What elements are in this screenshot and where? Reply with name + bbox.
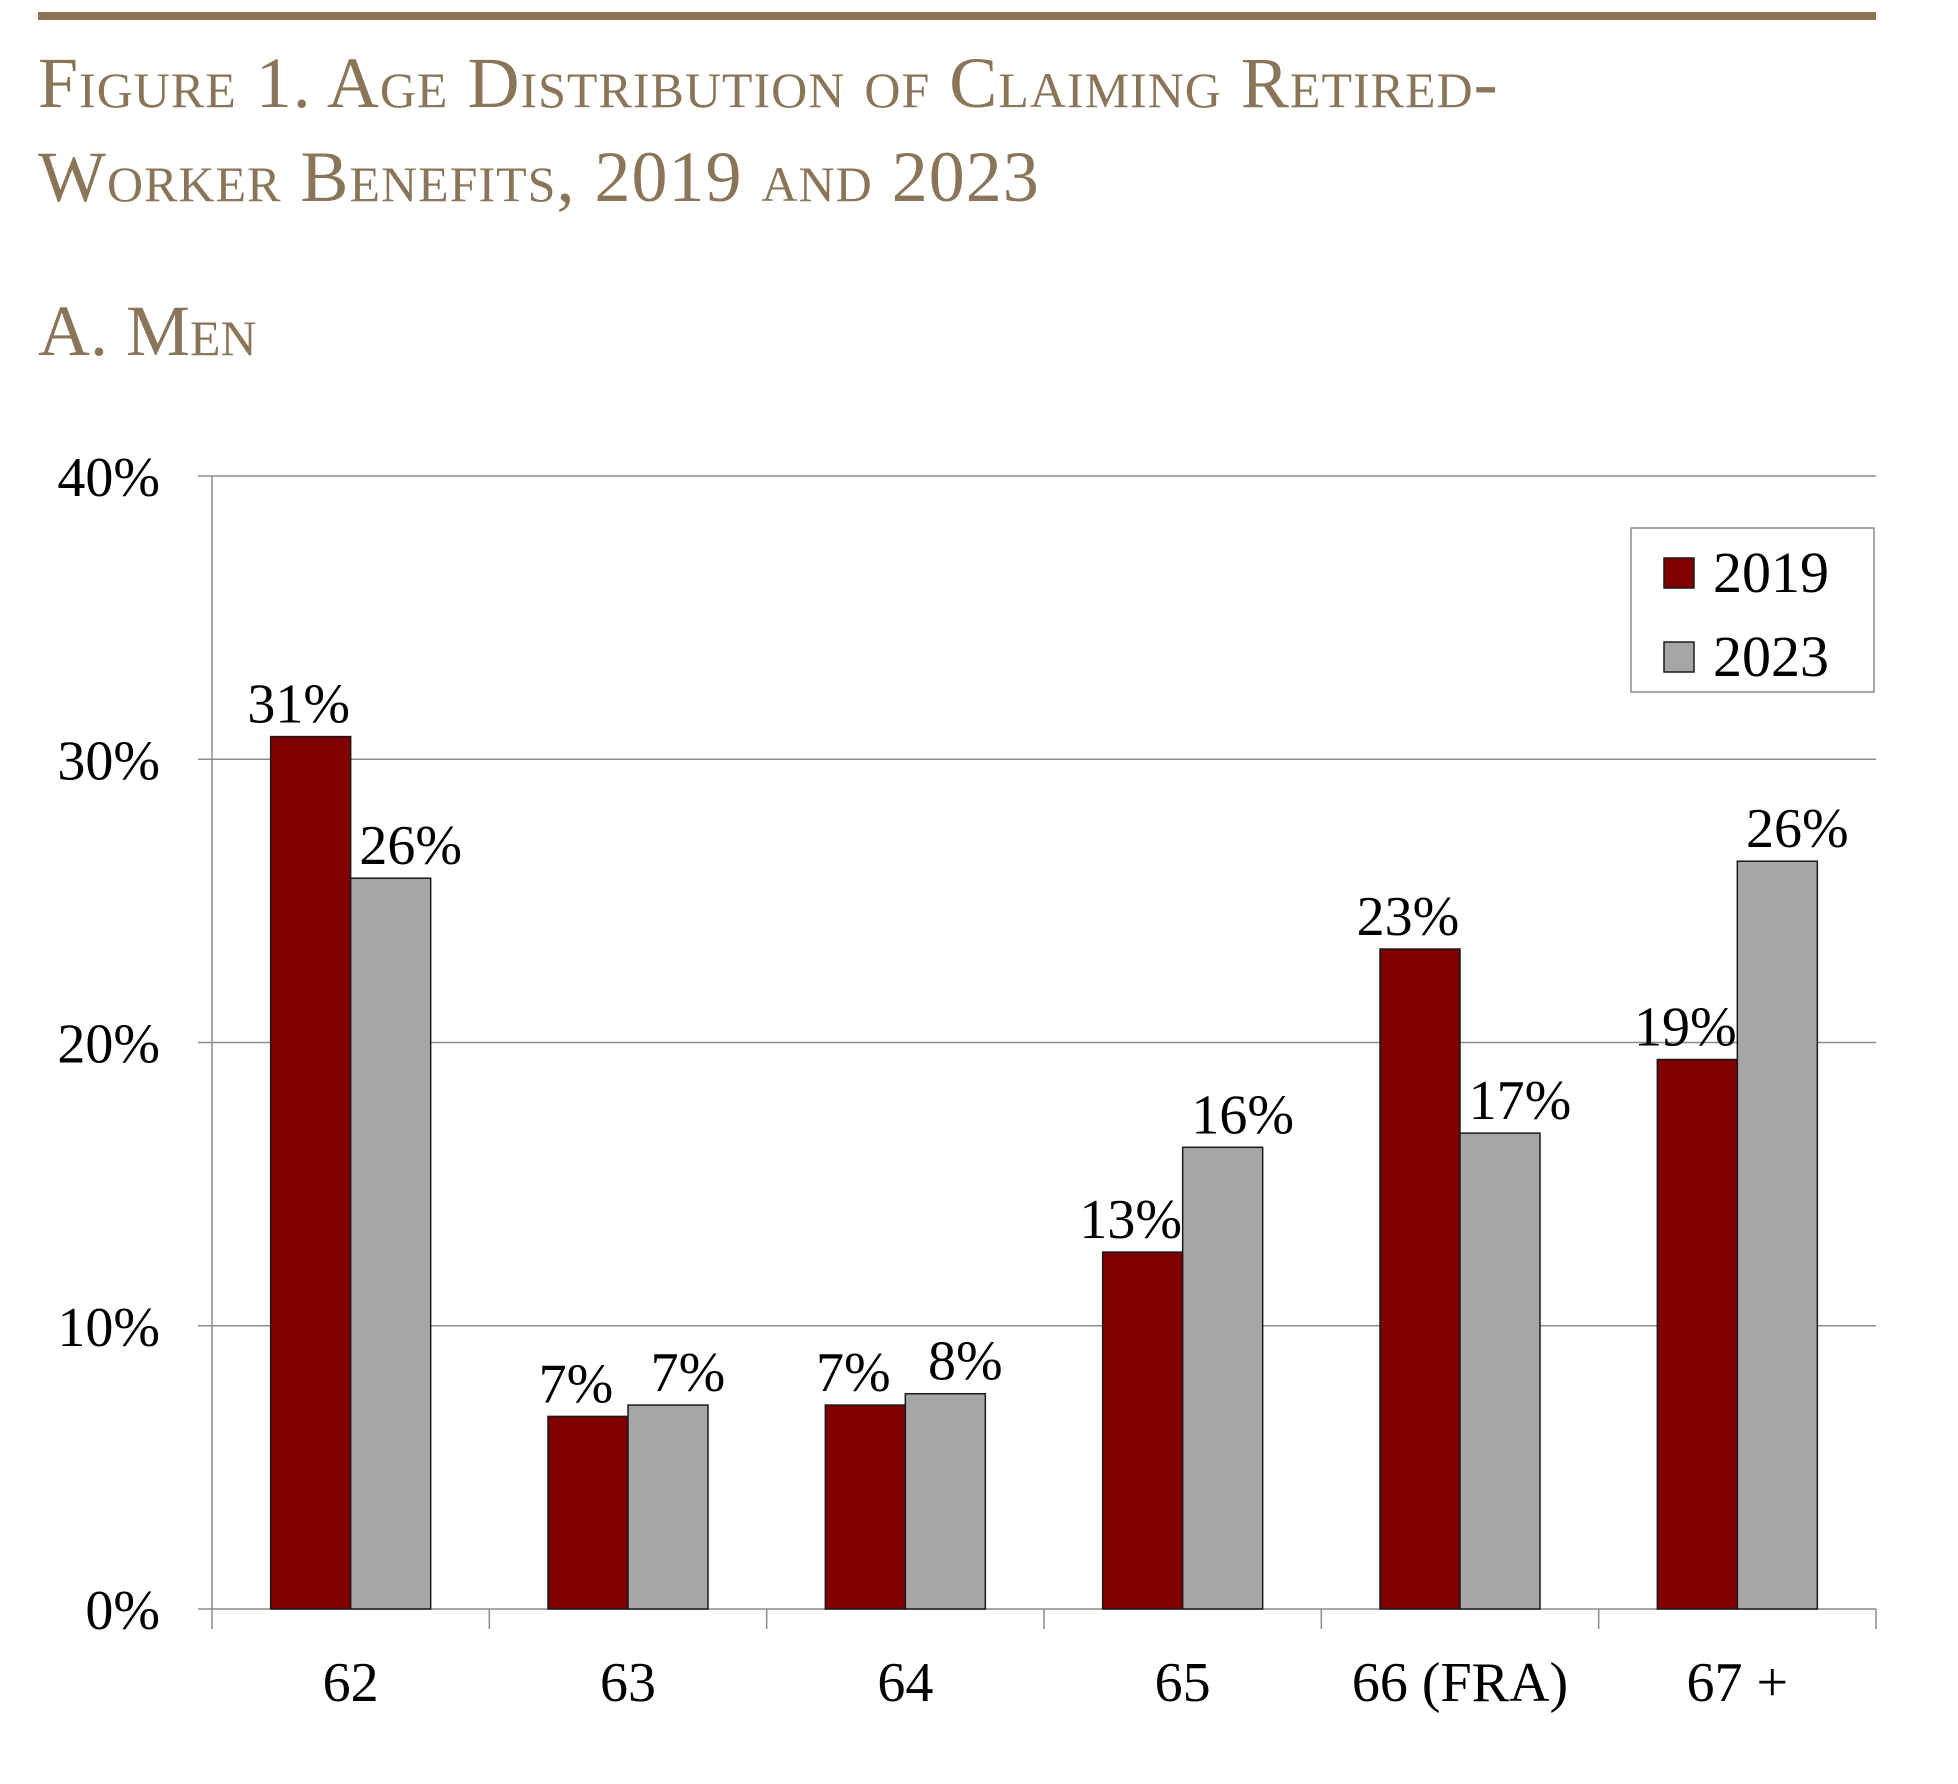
figure-title: Figure 1. Age Distribution of Claiming R…	[38, 36, 1898, 224]
top-rule	[38, 12, 1876, 20]
data-label-2023-5: 17%	[1469, 1070, 1572, 1132]
data-label-2019-4: 13%	[1079, 1189, 1182, 1251]
y-tick-label: 0%	[85, 1580, 160, 1642]
figure-title-line2: Worker Benefits, 2019 and 2023	[38, 137, 1040, 217]
bars	[269, 735, 1819, 1610]
bar-2023-2	[627, 1404, 709, 1610]
bar-2023-3	[904, 1392, 987, 1610]
data-label-2019-1: 31%	[247, 674, 350, 736]
data-label-2019-3: 7%	[816, 1342, 891, 1404]
data-label-2023-3: 8%	[928, 1331, 1003, 1393]
bar-2019-1	[269, 735, 352, 1610]
x-tick-label: 66 (FRA)	[1352, 1652, 1568, 1714]
y-tick-label: 10%	[57, 1297, 160, 1359]
bar-2019-4	[1101, 1251, 1184, 1610]
data-label-2023-4: 16%	[1191, 1084, 1294, 1146]
x-tick-label: 62	[323, 1652, 379, 1714]
x-tick-label: 65	[1155, 1652, 1211, 1714]
data-label-2019-6: 19%	[1634, 996, 1737, 1058]
axes: 0% 10% 20% 30% 40% 62 63 64 65 66 (FRA) 67 +	[57, 447, 1877, 1714]
y-tick-label: 30%	[57, 730, 160, 792]
panel-title: A. Men	[38, 291, 257, 371]
bar-2019-2	[547, 1415, 629, 1610]
y-tick-label: 20%	[57, 1014, 160, 1076]
bar-2023-1	[349, 877, 432, 1610]
data-labels: 31% 7% 7% 13% 23% 19% 26% 7% 8% 16% 17% 26%	[247, 674, 1848, 1416]
bar-2019-3	[824, 1404, 907, 1610]
legend-label-2019: 2019	[1713, 540, 1829, 605]
bar-2023-5	[1459, 1132, 1541, 1610]
x-tick-label: 64	[877, 1652, 933, 1714]
legend-label-2023: 2023	[1713, 624, 1829, 689]
data-label-2019-2: 7%	[539, 1353, 614, 1415]
data-label-2019-5: 23%	[1357, 886, 1460, 948]
data-label-2023-2: 7%	[651, 1342, 726, 1404]
y-tick-label: 40%	[57, 447, 160, 509]
bar-2023-6	[1736, 860, 1819, 1610]
legend-swatch-2019	[1663, 557, 1695, 589]
bar-2019-5	[1379, 948, 1461, 1610]
legend-swatch-2023	[1663, 641, 1695, 673]
data-label-2023-1: 26%	[359, 815, 462, 877]
data-label-2023-6: 26%	[1746, 798, 1849, 860]
x-tick-label: 63	[600, 1652, 656, 1714]
gridlines	[212, 475, 1876, 1327]
bar-2019-6	[1656, 1058, 1739, 1610]
figure-title-line1: Figure 1. Age Distribution of Claiming R…	[38, 43, 1499, 123]
bar-2023-4	[1181, 1146, 1264, 1610]
legend: 2019 2023	[1630, 527, 1875, 693]
x-tick-label: 67 +	[1687, 1652, 1789, 1714]
